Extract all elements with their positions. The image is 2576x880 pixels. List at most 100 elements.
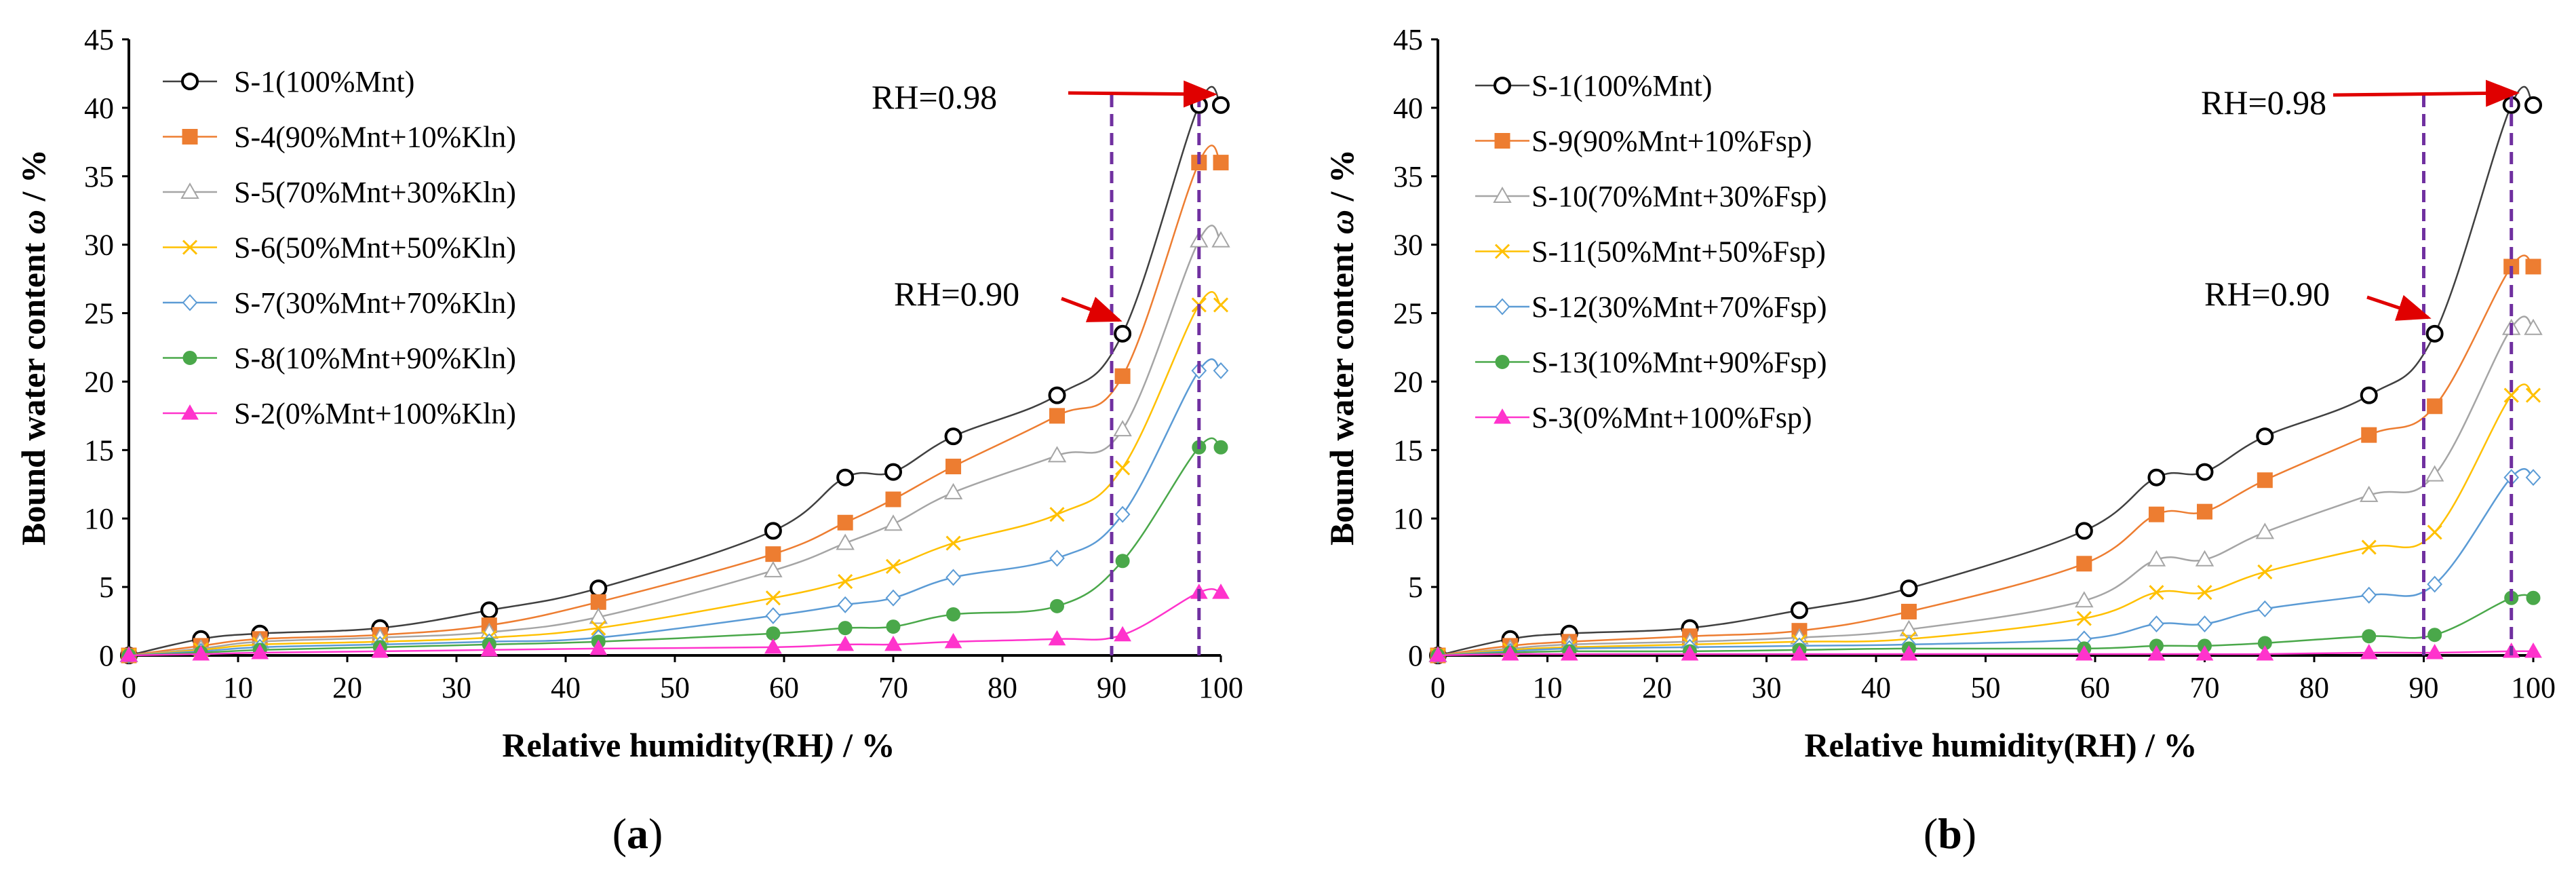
data-point — [1115, 460, 1131, 476]
x-tick-label: 60 — [769, 671, 799, 704]
data-point — [1050, 598, 1064, 613]
y-tick-label: 10 — [84, 502, 114, 535]
legend-marker — [181, 404, 199, 420]
x-tick-label: 10 — [223, 671, 253, 704]
x-tick-label: 0 — [1430, 671, 1445, 704]
y-tick-label: 35 — [84, 160, 114, 193]
legend-marker — [1494, 298, 1510, 315]
annotation-rh-090: RH=0.90 — [2204, 275, 2330, 313]
data-point — [836, 635, 855, 651]
y-axis-title-symbol: ω — [14, 210, 52, 234]
legend-item: S-5(70%Mnt+30%Kln) — [163, 176, 516, 209]
data-point — [884, 514, 903, 531]
y-axis-title: Bound water content ω / % — [1323, 149, 1361, 546]
data-point — [2075, 522, 2093, 540]
legend-label: S-7(30%Mnt+70%Kln) — [234, 286, 516, 320]
y-tick-label: 45 — [84, 23, 114, 56]
y-tick-label: 25 — [84, 297, 114, 330]
data-point — [764, 560, 783, 577]
data-point — [2360, 485, 2379, 502]
legend-label: S-6(50%Mnt+50%Kln) — [234, 231, 516, 265]
data-point — [2147, 468, 2166, 486]
data-point — [884, 463, 902, 481]
data-point — [2257, 600, 2273, 617]
data-point — [944, 632, 962, 649]
legend-item: S-13(10%Mnt+90%Fsp) — [1475, 346, 1827, 379]
legend-label: S-8(10%Mnt+90%Kln) — [234, 342, 516, 375]
legend-label: S-9(90%Mnt+10%Fsp) — [1531, 125, 1812, 158]
series-7 — [1429, 642, 2542, 662]
y-tick-label: 5 — [99, 571, 114, 604]
data-point — [591, 620, 606, 636]
data-point — [884, 635, 902, 651]
data-point — [589, 579, 608, 598]
x-tick-label: 100 — [2511, 671, 2556, 704]
data-point — [838, 621, 853, 636]
legend-label: S-1(100%Mnt) — [1531, 69, 1712, 102]
data-point — [1212, 96, 1230, 114]
data-point — [1114, 368, 1131, 384]
data-point — [1790, 601, 1808, 619]
legend-item: S-1(100%Mnt) — [163, 65, 414, 98]
legend-item: S-10(70%Mnt+30%Fsp) — [1475, 180, 1827, 213]
y-axis-title-symbol: ω — [1323, 210, 1361, 234]
data-point — [371, 642, 389, 658]
series-6 — [1430, 590, 2541, 663]
data-point — [1213, 362, 1229, 379]
x-tick-label: 50 — [660, 671, 690, 704]
legend-item: S-11(50%Mnt+50%Fsp) — [1475, 235, 1826, 269]
annotation-rh-098: RH=0.98 — [872, 78, 997, 116]
legend-item: S-12(30%Mnt+70%Fsp) — [1475, 290, 1827, 324]
data-point — [2257, 564, 2273, 579]
data-point — [2524, 96, 2542, 114]
data-point — [2524, 642, 2542, 658]
data-point — [2256, 427, 2274, 446]
x-tick-label: 0 — [121, 671, 136, 704]
data-point — [2425, 465, 2444, 482]
y-axis-title-unit: / % — [1323, 149, 1361, 210]
panel-label-close: ) — [648, 809, 663, 858]
data-point — [2197, 585, 2212, 600]
data-point — [1047, 446, 1067, 463]
y-tick-label: 25 — [1393, 297, 1423, 330]
annotation-rh-090: RH=0.90 — [894, 275, 1019, 313]
y-axis-title-unit: / % — [14, 149, 52, 210]
data-point — [480, 640, 499, 657]
data-point — [1213, 297, 1229, 313]
annotation-arrow — [1061, 296, 1123, 322]
panel-label-letter: b — [1938, 809, 1962, 858]
data-point — [1212, 584, 1230, 599]
data-point — [766, 626, 781, 641]
data-point — [2427, 524, 2442, 540]
data-point — [1048, 630, 1066, 646]
data-point — [764, 638, 782, 654]
series-line — [1437, 85, 2535, 657]
data-point — [1049, 507, 1065, 522]
legend-marker — [181, 73, 199, 90]
x-tick-label: 90 — [1097, 671, 1127, 704]
y-tick-label: 5 — [1408, 571, 1423, 604]
data-point — [480, 601, 499, 619]
legend-label: S-12(30%Mnt+70%Fsp) — [1531, 290, 1827, 324]
data-point — [1211, 231, 1230, 248]
data-point — [1791, 645, 1808, 661]
legend-item: S-3(0%Mnt+100%Fsp) — [1475, 401, 1812, 434]
legend-item: S-8(10%Mnt+90%Kln) — [163, 342, 516, 375]
data-point — [2075, 591, 2094, 608]
x-tick-label: 30 — [1752, 671, 1782, 704]
data-point — [1429, 646, 1447, 662]
data-point — [2425, 643, 2444, 659]
legend-marker — [182, 294, 198, 311]
data-point — [2195, 550, 2214, 567]
legend-label: S-1(100%Mnt) — [234, 65, 414, 98]
legend-marker — [1494, 408, 1511, 424]
y-tick-label: 0 — [99, 639, 114, 672]
legend-marker — [1494, 77, 1511, 94]
data-point — [2526, 590, 2541, 605]
data-point — [1213, 440, 1228, 455]
data-point — [192, 645, 210, 661]
data-point — [2197, 615, 2212, 633]
data-point — [945, 459, 962, 475]
data-point — [2076, 556, 2092, 572]
